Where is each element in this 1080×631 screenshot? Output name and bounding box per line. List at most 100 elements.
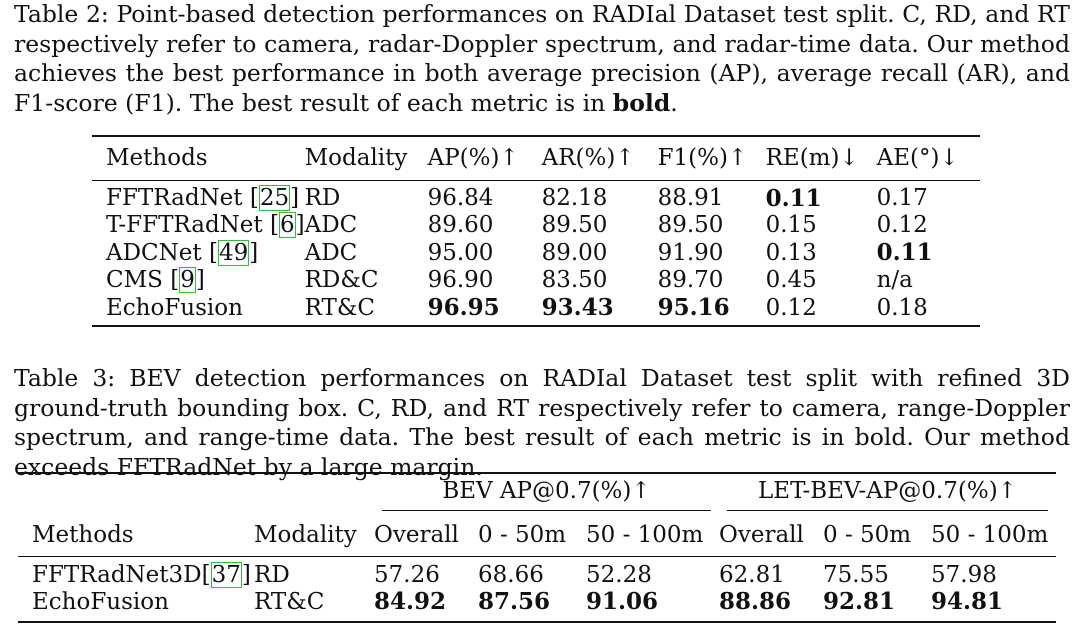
table3-header-let-far: 50 - 100m (931, 514, 1056, 557)
table2-caption: Table 2: Point-based detection performan… (14, 0, 1070, 118)
citation-link[interactable]: 6 (278, 212, 296, 239)
ae-cell: n/a (876, 267, 913, 294)
table-row: EchoFusion RT&C 96.95 93.43 95.16 0.12 0… (92, 294, 980, 326)
method-cell: ADCNet [49] (106, 239, 259, 266)
table3-header-bev-overall: Overall (374, 514, 478, 557)
table2-caption-bold-word: bold (612, 88, 671, 117)
table3-header-let-near: 0 - 50m (823, 514, 931, 557)
let-far-cell: 57.98 (931, 562, 997, 588)
method-cell: EchoFusion (32, 588, 169, 615)
ap-cell: 89.60 (427, 212, 494, 239)
table3-caption-label: Table 3: (14, 364, 116, 392)
table-row: FFTRadNet3D[37] RD 57.26 68.66 52.28 62.… (18, 557, 1056, 588)
re-cell: 0.12 (765, 294, 817, 321)
table3-caption: Table 3: BEV detection performances on R… (14, 364, 1070, 482)
table3-header-modality: Modality (254, 514, 374, 557)
table2-header-f1: F1(%)↑ (657, 136, 766, 181)
table3-header-methods: Methods (18, 514, 254, 557)
table2-header-ap: AP(%)↑ (427, 136, 542, 181)
let-overall-cell: 62.81 (719, 562, 785, 588)
ae-cell: 0.12 (876, 212, 928, 239)
table3-header-row: Methods Modality Overall 0 - 50m 50 - 10… (18, 514, 1056, 557)
let-overall-cell: 88.86 (719, 588, 792, 615)
table-row: CMS [9] RD&C 96.90 83.50 89.70 0.45 n/a (92, 267, 980, 295)
table2-header-ae: AE(°)↓ (876, 136, 980, 181)
citation-link[interactable]: 49 (217, 239, 250, 266)
ar-cell: 93.43 (541, 294, 614, 321)
method-cell: CMS [9] (106, 267, 205, 294)
modality-cell: RD&C (304, 267, 379, 294)
ae-cell: 0.18 (876, 294, 928, 321)
table3-group-header-bev: BEV AP@0.7(%)↑ (374, 473, 719, 514)
table2-header-re: RE(m)↓ (765, 136, 877, 181)
method-name: T-FFTRadNet (106, 212, 270, 239)
ar-cell: 83.50 (541, 267, 608, 294)
table-row: ADCNet [49] ADC 95.00 89.00 91.90 0.13 0… (92, 239, 980, 267)
f1-cell: 89.70 (657, 267, 724, 294)
modality-cell: RD (304, 185, 341, 211)
f1-cell: 88.91 (657, 185, 724, 211)
method-cell: FFTRadNet [25] (106, 185, 300, 211)
table2-caption-text: Point-based detection performances on RA… (14, 0, 1070, 117)
table2-caption-label: Table 2: (14, 0, 109, 28)
method-cell: EchoFusion (106, 294, 243, 321)
bev-near-cell: 68.66 (478, 562, 544, 588)
method-name: CMS (106, 267, 171, 294)
method-cell: FFTRadNet3D[37] (32, 562, 251, 588)
bev-far-cell: 91.06 (586, 588, 659, 615)
table2-header-ar: AR(%)↑ (541, 136, 658, 181)
ae-cell: 0.17 (876, 185, 928, 211)
ap-cell: 96.90 (427, 267, 494, 294)
table3-caption-text: BEV detection performances on RADIal Dat… (14, 364, 1070, 481)
group-label-let-bev: LET-BEV-AP@0.7(%)↑ (727, 478, 1048, 511)
bev-overall-cell: 84.92 (374, 588, 447, 615)
ap-cell: 96.95 (427, 294, 500, 321)
method-name: ADCNet (106, 239, 209, 266)
table-row: EchoFusion RT&C 84.92 87.56 91.06 88.86 … (18, 588, 1056, 622)
table3-group-header-let-bev: LET-BEV-AP@0.7(%)↑ (719, 473, 1056, 514)
modality-cell: RT&C (304, 294, 375, 321)
method-name: FFTRadNet3D (32, 562, 202, 588)
table3-group-spacer (18, 473, 374, 514)
modality-cell: ADC (304, 212, 358, 239)
f1-cell: 95.16 (657, 294, 730, 321)
table2-header-modality: Modality (304, 136, 428, 181)
table2: Methods Modality AP(%)↑ AR(%)↑ F1(%)↑ RE… (92, 135, 980, 327)
re-cell: 0.13 (765, 239, 817, 266)
bev-near-cell: 87.56 (478, 588, 551, 615)
group-label-bev: BEV AP@0.7(%)↑ (382, 478, 711, 511)
table3-header-bev-near: 0 - 50m (478, 514, 586, 557)
table2-header-row: Methods Modality AP(%)↑ AR(%)↑ F1(%)↑ RE… (92, 136, 980, 181)
re-cell: 0.45 (765, 267, 817, 294)
f1-cell: 89.50 (657, 212, 724, 239)
table-row: T-FFTRadNet [6] ADC 89.60 89.50 89.50 0.… (92, 212, 980, 240)
ap-cell: 96.84 (427, 185, 494, 211)
table-row: FFTRadNet [25] RD 96.84 82.18 88.91 0.11… (92, 180, 980, 212)
modality-cell: ADC (304, 239, 358, 266)
modality-cell: RD (254, 562, 290, 588)
method-cell: T-FFTRadNet [6] (106, 212, 305, 239)
table3-header-let-overall: Overall (719, 514, 823, 557)
table3: BEV AP@0.7(%)↑ LET-BEV-AP@0.7(%)↑ Method… (18, 472, 1056, 623)
modality-cell: RT&C (254, 588, 325, 615)
ar-cell: 89.50 (541, 212, 608, 239)
citation-link[interactable]: 37 (210, 562, 242, 588)
table3-group-header-row: BEV AP@0.7(%)↑ LET-BEV-AP@0.7(%)↑ (18, 473, 1056, 514)
let-near-cell: 75.55 (823, 562, 889, 588)
bev-overall-cell: 57.26 (374, 562, 440, 588)
re-cell: 0.15 (765, 212, 817, 239)
table2-caption-end: . (670, 88, 678, 117)
ar-cell: 82.18 (541, 185, 608, 211)
re-cell: 0.11 (765, 184, 822, 212)
method-name: FFTRadNet (106, 185, 250, 211)
let-far-cell: 94.81 (931, 588, 1004, 615)
bev-far-cell: 52.28 (586, 562, 652, 588)
citation-link[interactable]: 25 (258, 185, 291, 211)
citation-link[interactable]: 9 (179, 267, 196, 294)
ap-cell: 95.00 (427, 239, 494, 266)
table2-header-methods: Methods (92, 136, 305, 181)
ae-cell: 0.11 (876, 239, 933, 267)
f1-cell: 91.90 (657, 239, 724, 266)
let-near-cell: 92.81 (823, 588, 896, 615)
ar-cell: 89.00 (541, 239, 608, 266)
